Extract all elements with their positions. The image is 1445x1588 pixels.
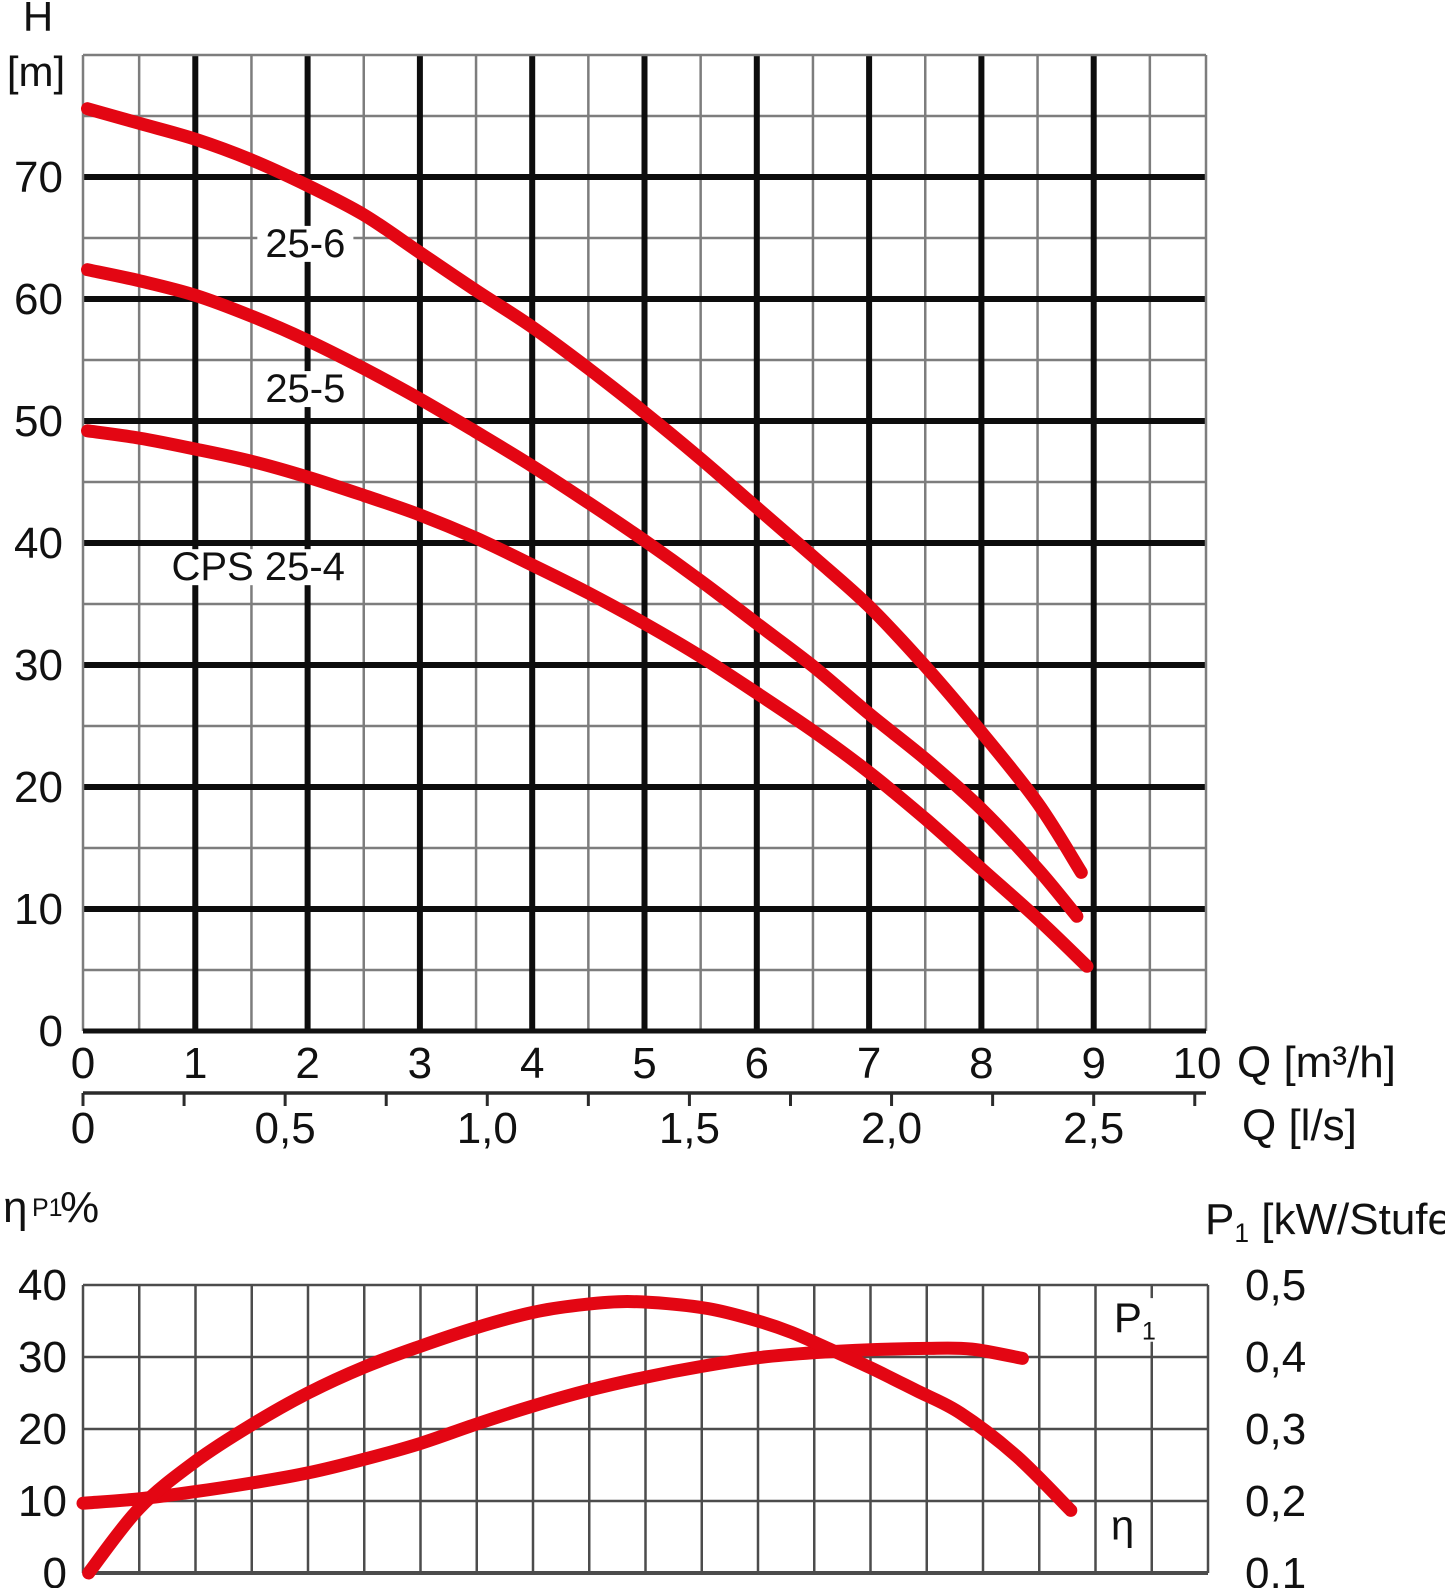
x-axis-title: Q [m³/h] bbox=[1237, 1038, 1396, 1087]
x-tick-label: 6 bbox=[745, 1039, 769, 1088]
label-eta: η bbox=[1111, 1501, 1134, 1548]
y-tick-label: 70 bbox=[14, 153, 63, 202]
left-tick-label: 0 bbox=[43, 1549, 67, 1588]
label-p1: P1 bbox=[1114, 1294, 1156, 1346]
y-axis-title: H bbox=[23, 0, 53, 40]
y-tick-label: 0 bbox=[39, 1007, 63, 1056]
p1-axis-title: P1 [kW/Stufe] bbox=[1205, 1195, 1445, 1248]
lps-tick-label: 1,5 bbox=[659, 1104, 720, 1153]
y-axis-title-unit: [m] bbox=[7, 48, 65, 95]
eta-axis-title-pct: % bbox=[60, 1183, 99, 1232]
x-tick-label: 4 bbox=[520, 1039, 544, 1088]
lps-tick-label: 0,5 bbox=[255, 1104, 316, 1153]
curve-cps-25-4 bbox=[81, 424, 1094, 973]
label-25-6: 25-6 bbox=[265, 222, 345, 266]
curve-p1 bbox=[76, 1341, 1029, 1510]
eta-axis-title: η bbox=[3, 1183, 27, 1232]
y-tick-label: 30 bbox=[14, 641, 63, 690]
y-tick-label: 10 bbox=[14, 885, 63, 934]
label-cps-25-4: CPS 25-4 bbox=[171, 545, 344, 589]
label-25-6-bg bbox=[257, 225, 354, 262]
left-tick-label: 10 bbox=[18, 1477, 67, 1526]
curve-25-5 bbox=[81, 263, 1084, 923]
x-tick-label: 0 bbox=[71, 1039, 95, 1088]
lps-tick-label: 2,5 bbox=[1063, 1104, 1124, 1153]
head-chart: 0 10 20 30 40 50 60 70 0 1 2 3 4 5 6 7 8 9 10 H [m] Q [m³/h] 0… bbox=[7, 0, 1396, 1153]
eta-axis-title-p1: P1 bbox=[32, 1194, 63, 1222]
label-25-5: 25-5 bbox=[265, 367, 345, 411]
curve-25-6 bbox=[81, 102, 1088, 879]
y-tick-label: 50 bbox=[14, 397, 63, 446]
x-tick-label: 10 bbox=[1173, 1039, 1222, 1088]
y-tick-label: 60 bbox=[14, 275, 63, 324]
label-25-5-bg bbox=[257, 371, 354, 408]
curve-eta bbox=[82, 1295, 1078, 1580]
label-cps-25-4-bg bbox=[163, 549, 353, 586]
label-eta-bg bbox=[1102, 1505, 1143, 1545]
right-tick-label: 0,4 bbox=[1245, 1333, 1306, 1382]
x-tick-label: 3 bbox=[408, 1039, 432, 1088]
left-tick-label: 40 bbox=[18, 1261, 67, 1310]
x-tick-label: 1 bbox=[183, 1039, 207, 1088]
right-tick-label: 0,2 bbox=[1245, 1477, 1306, 1526]
y-tick-label: 40 bbox=[14, 519, 63, 568]
right-tick-label: 0,3 bbox=[1245, 1405, 1306, 1454]
x-tick-label: 8 bbox=[969, 1039, 993, 1088]
x-tick-label: 2 bbox=[295, 1039, 319, 1088]
lps-axis-title: Q [l/s] bbox=[1242, 1101, 1357, 1150]
x-tick-label: 7 bbox=[857, 1039, 881, 1088]
y-tick-label: 20 bbox=[14, 763, 63, 812]
x-tick-label: 9 bbox=[1081, 1039, 1105, 1088]
lps-tick-label: 0 bbox=[71, 1104, 95, 1153]
lps-tick-label: 2,0 bbox=[861, 1104, 922, 1153]
right-tick-label: 0,5 bbox=[1245, 1261, 1306, 1310]
left-tick-label: 30 bbox=[18, 1333, 67, 1382]
left-tick-label: 20 bbox=[18, 1405, 67, 1454]
right-tick-label: 0,1 bbox=[1245, 1549, 1306, 1588]
label-p1-bg bbox=[1105, 1298, 1164, 1342]
lps-tick-label: 1,0 bbox=[457, 1104, 518, 1153]
x-tick-label: 5 bbox=[632, 1039, 656, 1088]
